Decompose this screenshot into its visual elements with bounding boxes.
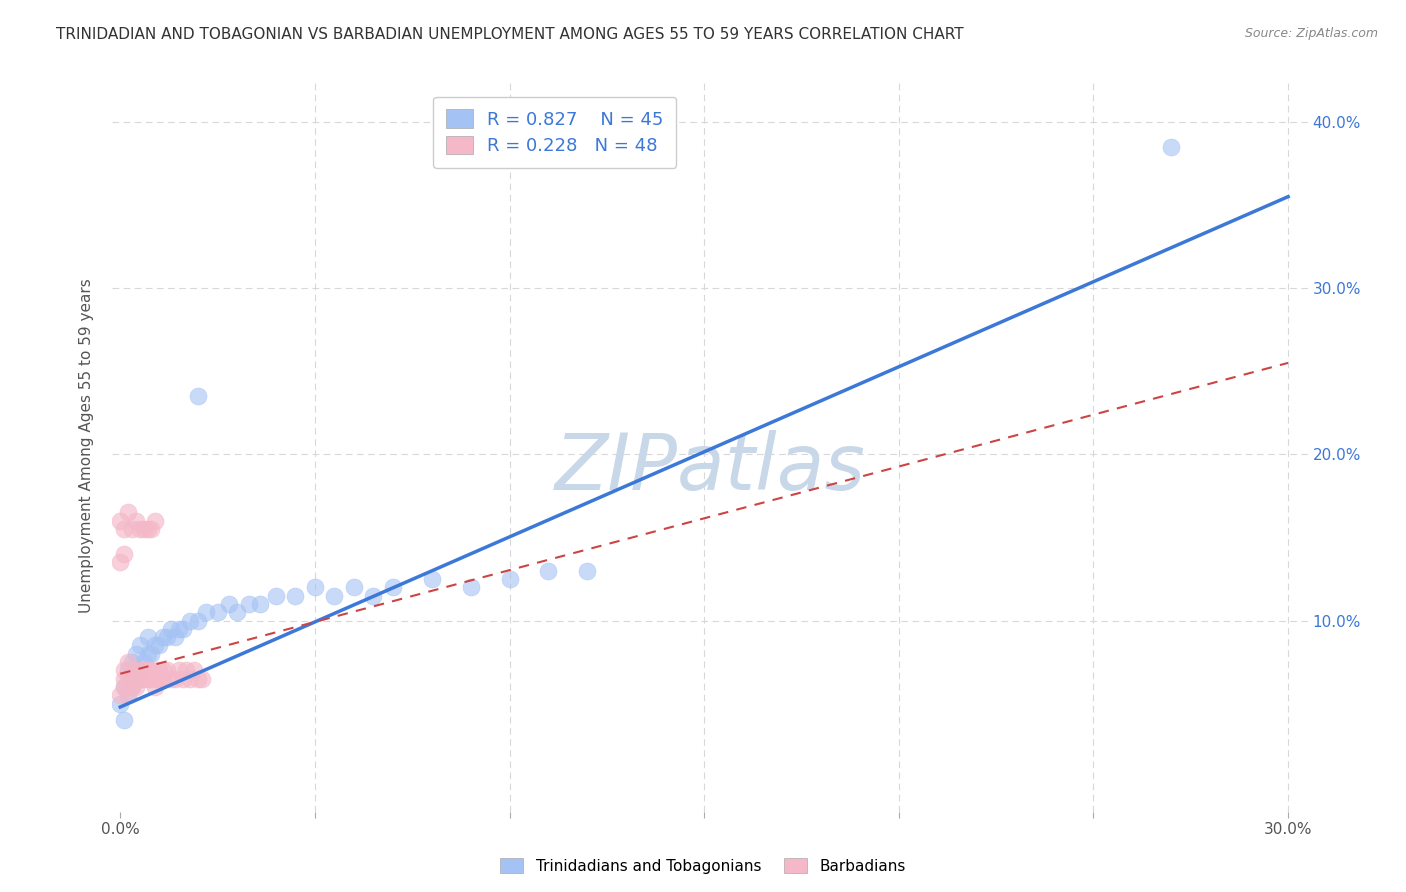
Point: [187, 389, 209, 403]
Point: [112, 680, 135, 694]
Text: TRINIDADIAN AND TOBAGONIAN VS BARBADIAN UNEMPLOYMENT AMONG AGES 55 TO 59 YEARS C: TRINIDADIAN AND TOBAGONIAN VS BARBADIAN …: [56, 27, 965, 42]
Point: [156, 630, 179, 644]
Point: [381, 580, 404, 594]
Point: [194, 605, 217, 619]
Point: [264, 589, 287, 603]
Point: [143, 672, 166, 686]
Point: [148, 639, 170, 653]
Text: ZIPatlas: ZIPatlas: [554, 430, 866, 506]
Point: [187, 614, 209, 628]
Point: [460, 580, 482, 594]
Point: [143, 639, 166, 653]
Point: [191, 672, 214, 686]
Point: [128, 664, 150, 678]
Point: [179, 614, 201, 628]
Point: [125, 672, 148, 686]
Point: [112, 680, 135, 694]
Point: [132, 655, 155, 669]
Point: [128, 639, 150, 653]
Point: [121, 672, 143, 686]
Point: [112, 672, 135, 686]
Point: [152, 630, 174, 644]
Point: [172, 672, 194, 686]
Point: [160, 672, 183, 686]
Point: [163, 672, 186, 686]
Point: [110, 697, 132, 711]
Point: [110, 514, 132, 528]
Point: [117, 506, 139, 520]
Point: [128, 664, 150, 678]
Point: [249, 597, 271, 611]
Point: [121, 680, 143, 694]
Point: [128, 672, 150, 686]
Point: [125, 514, 148, 528]
Point: [112, 522, 135, 536]
Point: [141, 647, 163, 661]
Point: [117, 672, 139, 686]
Point: [183, 664, 205, 678]
Point: [136, 672, 159, 686]
Point: [117, 689, 139, 703]
Point: [304, 580, 326, 594]
Point: [110, 555, 132, 569]
Point: [156, 664, 179, 678]
Point: [132, 664, 155, 678]
Point: [148, 664, 170, 678]
Legend: Trinidadians and Tobagonians, Barbadians: Trinidadians and Tobagonians, Barbadians: [495, 852, 911, 880]
Point: [125, 680, 148, 694]
Point: [125, 647, 148, 661]
Legend: R = 0.827    N = 45, R = 0.228   N = 48: R = 0.827 N = 45, R = 0.228 N = 48: [433, 96, 676, 168]
Point: [238, 597, 260, 611]
Point: [141, 672, 163, 686]
Point: [576, 564, 599, 578]
Point: [420, 572, 443, 586]
Point: [160, 622, 183, 636]
Point: [121, 522, 143, 536]
Point: [112, 714, 135, 728]
Point: [143, 514, 166, 528]
Point: [152, 664, 174, 678]
Point: [121, 664, 143, 678]
Point: [136, 647, 159, 661]
Point: [537, 564, 560, 578]
Point: [167, 622, 190, 636]
Point: [117, 655, 139, 669]
Point: [187, 672, 209, 686]
Point: [363, 589, 385, 603]
Y-axis label: Unemployment Among Ages 55 to 59 years: Unemployment Among Ages 55 to 59 years: [79, 278, 94, 614]
Point: [143, 680, 166, 694]
Point: [132, 672, 155, 686]
Point: [136, 630, 159, 644]
Point: [128, 522, 150, 536]
Point: [110, 689, 132, 703]
Point: [136, 522, 159, 536]
Point: [323, 589, 346, 603]
Point: [148, 672, 170, 686]
Point: [284, 589, 307, 603]
Point: [163, 630, 186, 644]
Point: [152, 672, 174, 686]
Point: [179, 672, 201, 686]
Point: [121, 680, 143, 694]
Text: Source: ZipAtlas.com: Source: ZipAtlas.com: [1244, 27, 1378, 40]
Point: [112, 547, 135, 561]
Point: [226, 605, 249, 619]
Point: [1160, 140, 1182, 154]
Point: [117, 664, 139, 678]
Point: [121, 655, 143, 669]
Point: [117, 689, 139, 703]
Point: [176, 664, 198, 678]
Point: [141, 522, 163, 536]
Point: [141, 664, 163, 678]
Point: [125, 672, 148, 686]
Point: [132, 522, 155, 536]
Point: [136, 664, 159, 678]
Point: [207, 605, 229, 619]
Point: [218, 597, 240, 611]
Point: [167, 664, 190, 678]
Point: [343, 580, 366, 594]
Point: [112, 664, 135, 678]
Point: [498, 572, 520, 586]
Point: [172, 622, 194, 636]
